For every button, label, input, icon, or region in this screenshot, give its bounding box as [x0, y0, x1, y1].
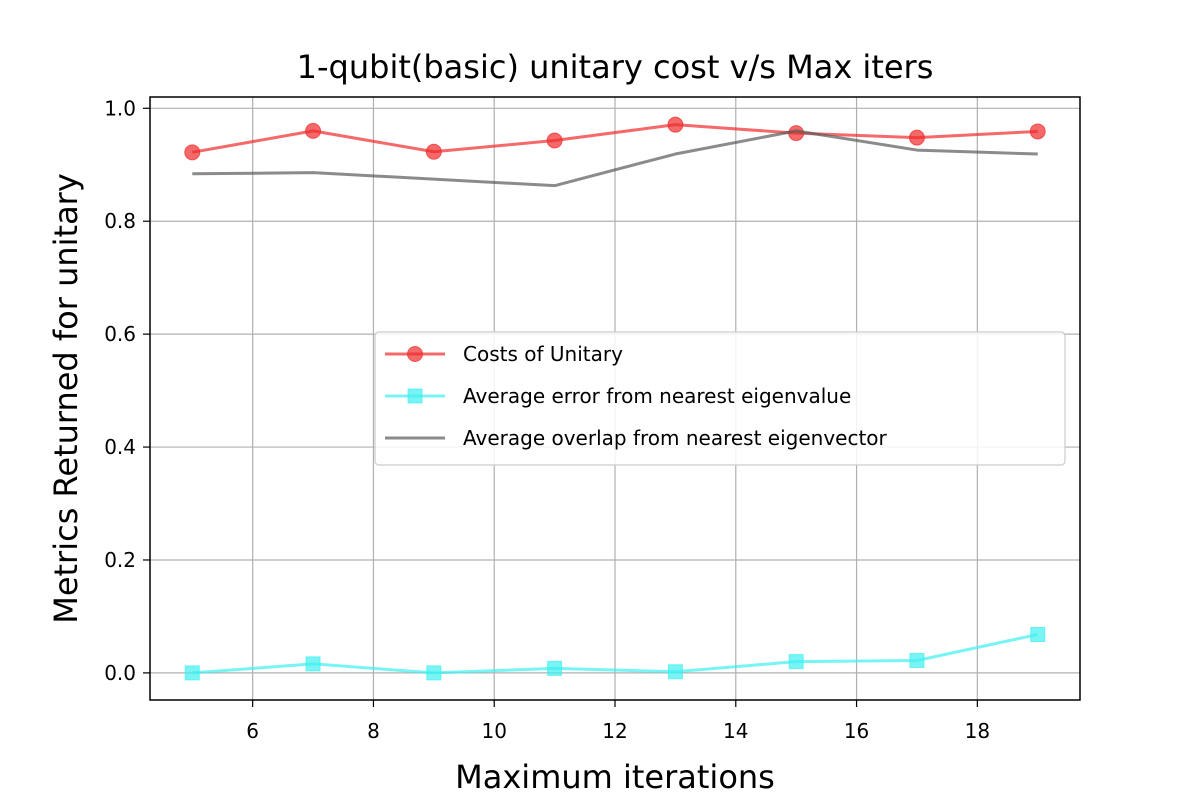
x-tick-label: 8	[367, 719, 380, 743]
legend-label: Average error from nearest eigenvalue	[463, 384, 851, 408]
data-point	[788, 654, 804, 670]
axis-ticks: 6 8 10 12 14 16 18 0.0 0.2 0.4 0.6 0.8 1.0	[104, 96, 990, 743]
series-line	[192, 633, 1039, 675]
x-axis-label: Maximum iterations	[455, 758, 775, 796]
data-point	[667, 664, 683, 680]
data-point	[305, 656, 321, 672]
data-point	[667, 116, 684, 133]
data-point	[547, 660, 563, 676]
x-tick-label: 10	[481, 719, 506, 743]
series-2	[184, 627, 1046, 681]
x-tick-label: 18	[965, 719, 990, 743]
legend-label: Costs of Unitary	[463, 342, 623, 366]
data-point	[425, 143, 442, 160]
legend-marker	[407, 388, 423, 404]
legend-marker	[407, 346, 423, 362]
y-tick-label: 0.8	[104, 209, 136, 233]
legend-box	[374, 331, 1066, 466]
legend-item: Average error from nearest eigenvalue	[385, 384, 851, 408]
data-point	[909, 652, 925, 668]
y-tick-label: 0.2	[104, 548, 136, 572]
y-tick-label: 0.6	[104, 322, 136, 346]
x-tick-label: 12	[602, 719, 627, 743]
data-point	[1030, 627, 1046, 643]
y-tick-label: 0.0	[104, 661, 136, 685]
series-1	[184, 116, 1046, 161]
y-tick-label: 1.0	[104, 96, 136, 120]
chart-title: 1-qubit(basic) unitary cost v/s Max iter…	[297, 48, 934, 86]
series-line	[192, 123, 1038, 154]
x-tick-label: 16	[844, 719, 869, 743]
data-point	[908, 129, 925, 146]
data-point	[426, 665, 442, 681]
data-point	[184, 144, 201, 161]
plot-series	[184, 116, 1046, 681]
x-tick-label: 14	[723, 719, 748, 743]
data-point	[305, 122, 322, 139]
legend: Costs of Unitary Average error from neare…	[374, 331, 1066, 466]
data-point	[184, 665, 200, 681]
legend-label: Average overlap from nearest eigenvector	[463, 426, 888, 450]
legend-item: Costs of Unitary	[385, 342, 623, 366]
y-tick-label: 0.4	[104, 435, 136, 459]
series-line	[192, 129, 1038, 188]
series-3	[192, 129, 1038, 188]
legend-item: Average overlap from nearest eigenvector	[385, 426, 888, 450]
y-axis-label: Metrics Returned for unitary	[47, 173, 85, 624]
x-tick-label: 6	[246, 719, 259, 743]
data-point	[546, 132, 563, 149]
data-point	[1029, 123, 1046, 140]
